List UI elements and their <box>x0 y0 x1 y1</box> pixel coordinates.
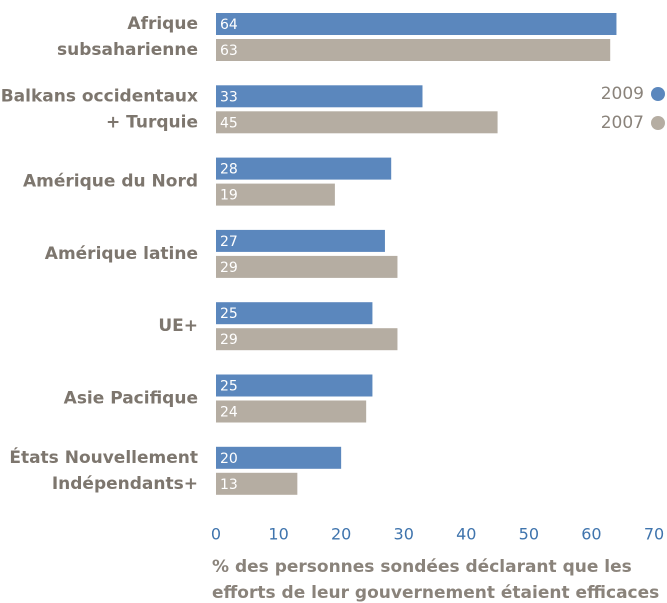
bar <box>216 85 423 108</box>
bar <box>216 446 342 469</box>
value-label: 25 <box>220 306 238 322</box>
category-label: subsaharienne <box>57 40 198 60</box>
category-label: Amérique du Nord <box>23 172 198 192</box>
legend-label: 2009 <box>601 84 644 104</box>
x-tick-label: 0 <box>211 525 221 544</box>
x-tick-label: 20 <box>331 525 351 544</box>
value-label: 29 <box>220 260 238 276</box>
value-label: 19 <box>220 188 238 204</box>
category-label: + Turquie <box>106 112 198 132</box>
value-label: 27 <box>220 234 238 250</box>
x-tick-label: 40 <box>456 525 476 544</box>
value-label: 13 <box>220 477 238 493</box>
x-tick-label: 70 <box>644 525 664 544</box>
bar <box>216 183 335 206</box>
axis-title: efforts de leur gouvernement étaient eff… <box>212 583 659 603</box>
x-tick-label: 50 <box>519 525 539 544</box>
value-label: 64 <box>220 17 238 33</box>
bar <box>216 472 298 495</box>
bar <box>216 13 617 35</box>
bar <box>216 157 392 180</box>
legend-label: 2007 <box>601 113 644 133</box>
value-label: 20 <box>220 451 238 467</box>
x-tick-label: 30 <box>394 525 414 544</box>
value-label: 24 <box>220 405 238 421</box>
bar <box>216 255 398 278</box>
value-label: 25 <box>220 379 238 395</box>
bar <box>216 302 373 325</box>
bar <box>216 111 498 134</box>
bar <box>216 229 385 252</box>
legend-swatch <box>651 116 665 130</box>
category-label: Asie Pacifique <box>64 389 198 409</box>
category-label: Indépendants+ <box>52 474 198 494</box>
legend-swatch <box>651 87 665 101</box>
category-label: UE+ <box>158 316 198 336</box>
value-label: 33 <box>220 89 238 105</box>
category-label: Balkans occidentaux <box>1 86 198 106</box>
value-label: 28 <box>220 162 238 178</box>
bar <box>216 374 373 397</box>
bar <box>216 328 398 351</box>
bar <box>216 39 611 61</box>
value-label: 29 <box>220 332 238 348</box>
value-label: 45 <box>220 115 238 131</box>
category-label: États Nouvellement <box>9 446 198 468</box>
x-tick-label: 10 <box>268 525 288 544</box>
x-tick-label: 60 <box>581 525 601 544</box>
axis-title: % des personnes sondées déclarant que le… <box>212 557 632 577</box>
bar <box>216 400 367 423</box>
category-label: Afrique <box>127 14 198 34</box>
value-label: 63 <box>220 43 238 59</box>
category-label: Amérique latine <box>45 244 198 264</box>
